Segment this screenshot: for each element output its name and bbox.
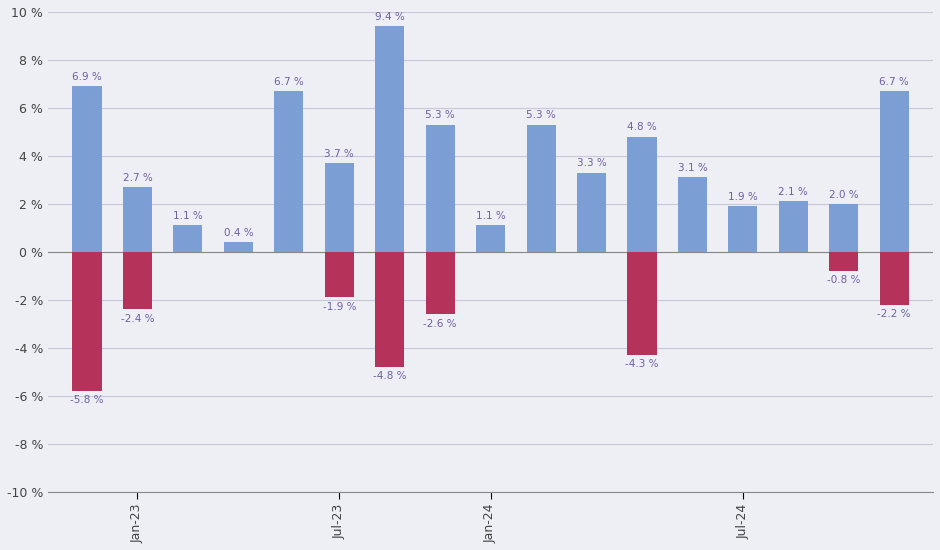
Bar xyxy=(426,252,455,314)
Bar xyxy=(224,242,253,252)
Text: 3.1 %: 3.1 % xyxy=(678,163,707,173)
Bar xyxy=(778,201,807,252)
Bar xyxy=(526,125,556,252)
Bar xyxy=(829,252,858,271)
Text: 2.0 %: 2.0 % xyxy=(829,190,858,200)
Text: -4.3 %: -4.3 % xyxy=(625,359,659,369)
Bar xyxy=(627,137,656,252)
Text: 6.7 %: 6.7 % xyxy=(274,77,304,87)
Bar xyxy=(173,226,202,252)
Text: 3.3 %: 3.3 % xyxy=(576,158,606,168)
Text: 6.7 %: 6.7 % xyxy=(880,77,909,87)
Bar xyxy=(880,91,909,252)
Bar xyxy=(274,91,304,252)
Bar xyxy=(577,173,606,252)
Text: 5.3 %: 5.3 % xyxy=(526,111,556,120)
Text: -2.4 %: -2.4 % xyxy=(120,314,154,324)
Bar xyxy=(426,125,455,252)
Text: 1.1 %: 1.1 % xyxy=(173,211,203,221)
Bar xyxy=(324,252,353,298)
Bar xyxy=(72,86,102,252)
Bar xyxy=(72,252,102,391)
Bar xyxy=(627,252,656,355)
Text: 9.4 %: 9.4 % xyxy=(375,12,404,22)
Bar xyxy=(123,187,152,252)
Text: 5.3 %: 5.3 % xyxy=(425,111,455,120)
Text: -5.8 %: -5.8 % xyxy=(70,395,103,405)
Text: -2.6 %: -2.6 % xyxy=(423,318,457,328)
Text: -0.8 %: -0.8 % xyxy=(827,276,860,285)
Bar xyxy=(728,206,758,252)
Bar xyxy=(123,252,152,310)
Text: 1.9 %: 1.9 % xyxy=(728,192,758,202)
Text: 4.8 %: 4.8 % xyxy=(627,123,657,133)
Bar xyxy=(880,252,909,305)
Bar xyxy=(375,252,404,367)
Text: 3.7 %: 3.7 % xyxy=(324,148,354,159)
Text: 0.4 %: 0.4 % xyxy=(224,228,253,238)
Bar xyxy=(375,26,404,252)
Text: -2.2 %: -2.2 % xyxy=(878,309,911,319)
Text: 2.1 %: 2.1 % xyxy=(778,187,808,197)
Bar xyxy=(476,226,505,252)
Bar xyxy=(324,163,353,252)
Text: 1.1 %: 1.1 % xyxy=(476,211,506,221)
Text: -4.8 %: -4.8 % xyxy=(373,371,406,381)
Text: 6.9 %: 6.9 % xyxy=(72,72,102,82)
Text: 2.7 %: 2.7 % xyxy=(122,173,152,183)
Text: -1.9 %: -1.9 % xyxy=(322,302,356,312)
Bar xyxy=(678,178,707,252)
Bar xyxy=(829,204,858,252)
